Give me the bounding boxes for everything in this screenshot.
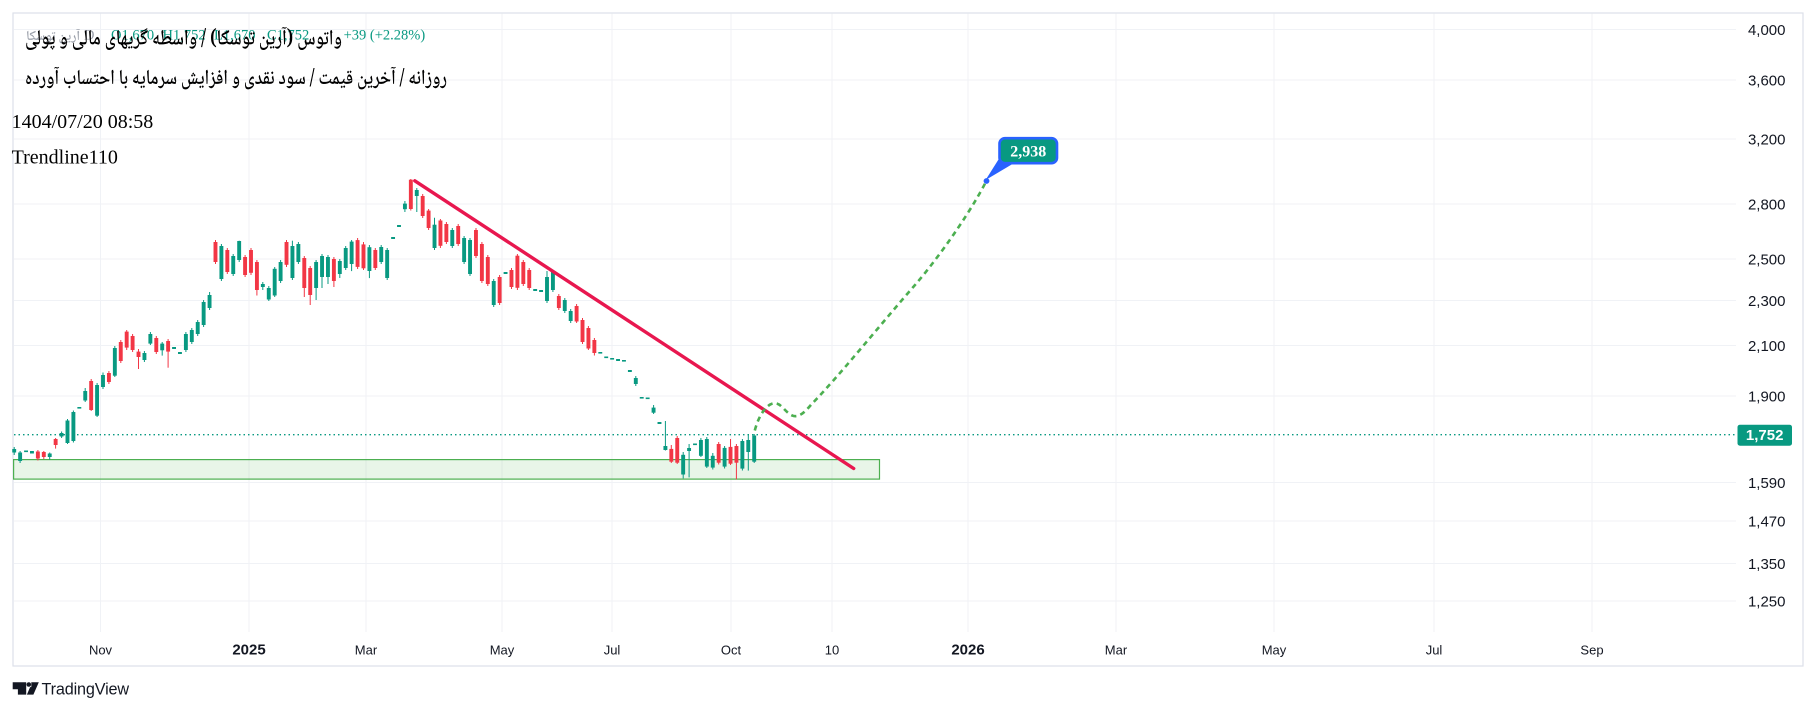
svg-text:Trendline110: Trendline110: [12, 147, 118, 169]
svg-text:2,938: 2,938: [1010, 144, 1046, 161]
svg-text:1,470: 1,470: [1748, 513, 1786, 530]
svg-text:+39 (+2.28%): +39 (+2.28%): [344, 28, 426, 44]
svg-text:C1,752: C1,752: [267, 28, 309, 44]
svg-text:Oct: Oct: [721, 643, 742, 658]
svg-text:May: May: [490, 643, 515, 658]
svg-text:2025: 2025: [232, 642, 265, 659]
svg-text:TradingView: TradingView: [42, 680, 130, 698]
svg-text:2026: 2026: [951, 642, 984, 659]
svg-text:1,250: 1,250: [1748, 593, 1786, 610]
svg-text:2,500: 2,500: [1748, 251, 1786, 268]
svg-text:1,350: 1,350: [1748, 556, 1786, 573]
svg-text:Nov: Nov: [89, 643, 113, 658]
svg-text:Jul: Jul: [1426, 643, 1443, 658]
svg-text:Mar: Mar: [1105, 643, 1128, 658]
svg-text:2,800: 2,800: [1748, 196, 1786, 213]
svg-text:2,100: 2,100: [1748, 338, 1786, 355]
svg-text:3,600: 3,600: [1748, 72, 1786, 89]
svg-text:O1,670: O1,670: [111, 28, 154, 44]
svg-text:4,000: 4,000: [1748, 22, 1786, 39]
svg-text:Mar: Mar: [355, 643, 378, 658]
svg-text:May: May: [1262, 643, 1287, 658]
svg-text:L1,670: L1,670: [214, 28, 255, 44]
svg-text:3,200: 3,200: [1748, 131, 1786, 148]
svg-text:D: D: [84, 27, 94, 43]
svg-text:10: 10: [825, 643, 839, 658]
svg-text:2,300: 2,300: [1748, 293, 1786, 310]
svg-text:1404/07/20 08:58: 1404/07/20 08:58: [12, 111, 154, 133]
svg-text:1,900: 1,900: [1748, 388, 1786, 405]
svg-text:1,752: 1,752: [1746, 427, 1784, 444]
svg-text:Sep: Sep: [1580, 643, 1603, 658]
svg-text:1,590: 1,590: [1748, 475, 1786, 492]
svg-text:Jul: Jul: [604, 643, 621, 658]
